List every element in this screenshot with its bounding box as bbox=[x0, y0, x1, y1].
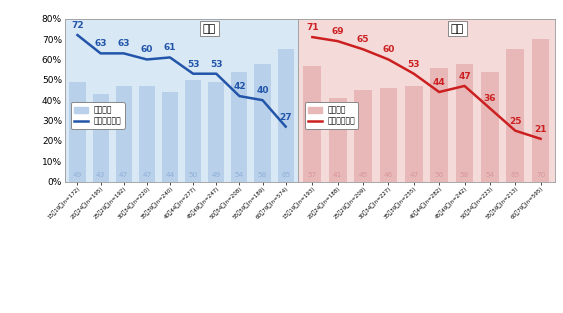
Text: 65: 65 bbox=[281, 172, 291, 178]
Text: 58: 58 bbox=[258, 172, 267, 178]
Bar bbox=[303, 66, 321, 182]
Bar bbox=[231, 72, 248, 182]
Text: 25: 25 bbox=[509, 116, 521, 126]
Text: 50: 50 bbox=[189, 172, 198, 178]
Text: 63: 63 bbox=[95, 39, 107, 48]
Bar bbox=[254, 64, 271, 182]
Text: 53: 53 bbox=[210, 59, 222, 69]
Bar bbox=[115, 86, 132, 182]
Text: 44: 44 bbox=[433, 78, 445, 87]
Text: 36: 36 bbox=[484, 94, 496, 103]
Text: 53: 53 bbox=[408, 59, 420, 69]
Bar bbox=[379, 88, 397, 182]
Text: 42: 42 bbox=[233, 82, 245, 91]
Bar bbox=[430, 68, 448, 182]
Text: 72: 72 bbox=[71, 21, 84, 30]
Text: 21: 21 bbox=[534, 125, 547, 134]
Text: 27: 27 bbox=[279, 112, 292, 121]
Bar bbox=[69, 82, 86, 182]
Text: 56: 56 bbox=[435, 172, 444, 178]
Text: 40: 40 bbox=[256, 86, 269, 95]
Text: 71: 71 bbox=[306, 23, 319, 32]
Text: 69: 69 bbox=[332, 27, 344, 36]
Text: 47: 47 bbox=[409, 172, 418, 178]
Text: 45: 45 bbox=[359, 172, 368, 178]
Text: 58: 58 bbox=[460, 172, 469, 178]
Text: 60: 60 bbox=[382, 45, 395, 54]
Bar bbox=[531, 39, 549, 182]
Text: 41: 41 bbox=[333, 172, 342, 178]
Text: 65: 65 bbox=[511, 172, 520, 178]
Bar bbox=[138, 86, 155, 182]
Bar bbox=[278, 49, 294, 182]
Text: 63: 63 bbox=[118, 39, 130, 48]
Text: 54: 54 bbox=[235, 172, 244, 178]
Text: 46: 46 bbox=[384, 172, 393, 178]
Text: 61: 61 bbox=[164, 43, 176, 52]
Bar bbox=[92, 94, 109, 182]
Legend: 気になる, 行なっている: 気になる, 行なっている bbox=[305, 102, 359, 129]
Text: 54: 54 bbox=[485, 172, 494, 178]
Bar bbox=[455, 64, 473, 182]
Bar bbox=[481, 72, 499, 182]
Bar bbox=[162, 92, 178, 182]
Text: 47: 47 bbox=[142, 172, 151, 178]
Bar bbox=[185, 80, 201, 182]
Text: 49: 49 bbox=[73, 172, 82, 178]
Text: 49: 49 bbox=[212, 172, 221, 178]
Text: 57: 57 bbox=[308, 172, 317, 178]
Legend: 気になる, 行なっている: 気になる, 行なっている bbox=[71, 102, 124, 129]
Text: 53: 53 bbox=[187, 59, 199, 69]
Bar bbox=[405, 86, 423, 182]
Bar bbox=[329, 98, 347, 182]
Bar bbox=[506, 49, 524, 182]
Text: 44: 44 bbox=[166, 172, 175, 178]
Text: 60: 60 bbox=[141, 45, 153, 54]
Text: 女性: 女性 bbox=[450, 24, 464, 34]
Text: 43: 43 bbox=[96, 172, 105, 178]
Text: 男性: 男性 bbox=[203, 24, 216, 34]
Text: 47: 47 bbox=[458, 72, 471, 81]
Text: 47: 47 bbox=[119, 172, 128, 178]
Text: 65: 65 bbox=[357, 35, 369, 44]
Bar bbox=[354, 90, 372, 182]
Bar bbox=[208, 82, 225, 182]
Text: 70: 70 bbox=[536, 172, 545, 178]
